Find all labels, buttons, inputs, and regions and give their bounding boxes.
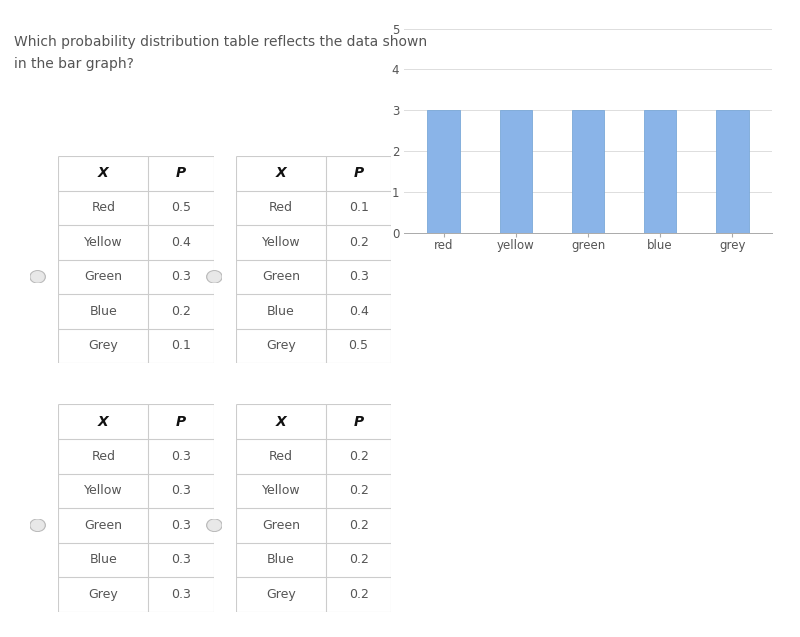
Text: 0.5: 0.5 <box>349 340 369 352</box>
Circle shape <box>30 271 46 283</box>
Text: 0.2: 0.2 <box>349 484 369 497</box>
Circle shape <box>31 520 44 531</box>
Bar <box>572 110 604 233</box>
Text: 0.3: 0.3 <box>171 519 191 532</box>
Text: Blue: Blue <box>267 305 295 318</box>
Text: Green: Green <box>85 519 122 532</box>
Circle shape <box>206 519 222 531</box>
Text: Yellow: Yellow <box>262 236 300 249</box>
Text: 0.2: 0.2 <box>349 554 369 566</box>
Text: Grey: Grey <box>266 340 296 352</box>
Text: X: X <box>98 166 109 180</box>
Text: X: X <box>276 166 286 180</box>
Text: Yellow: Yellow <box>262 484 300 497</box>
Text: Grey: Grey <box>266 588 296 601</box>
Text: Yellow: Yellow <box>84 236 122 249</box>
Text: 0.3: 0.3 <box>171 554 191 566</box>
Text: 0.3: 0.3 <box>349 270 369 283</box>
Text: Red: Red <box>269 201 293 214</box>
Text: 0.3: 0.3 <box>171 450 191 462</box>
Text: 0.4: 0.4 <box>349 305 369 318</box>
Circle shape <box>206 271 222 283</box>
Circle shape <box>208 272 221 282</box>
Circle shape <box>208 520 221 531</box>
Text: P: P <box>354 166 364 180</box>
Text: Red: Red <box>269 450 293 462</box>
Bar <box>500 110 532 233</box>
Text: 0.2: 0.2 <box>349 519 369 532</box>
Text: Green: Green <box>85 270 122 283</box>
Text: Grey: Grey <box>89 588 118 601</box>
Text: Blue: Blue <box>90 554 118 566</box>
Text: Red: Red <box>91 450 115 462</box>
Text: in the bar graph?: in the bar graph? <box>14 57 134 71</box>
Text: Which probability distribution table reflects the data shown: Which probability distribution table ref… <box>14 35 427 49</box>
Text: Yellow: Yellow <box>84 484 122 497</box>
Text: X: X <box>276 415 286 429</box>
Text: 0.3: 0.3 <box>171 270 191 283</box>
Text: 0.3: 0.3 <box>171 484 191 497</box>
Text: P: P <box>176 415 186 429</box>
Text: 0.1: 0.1 <box>349 201 369 214</box>
Text: 0.3: 0.3 <box>171 588 191 601</box>
Text: 0.2: 0.2 <box>349 236 369 249</box>
Text: 0.2: 0.2 <box>171 305 191 318</box>
Text: Green: Green <box>262 270 300 283</box>
Text: Red: Red <box>91 201 115 214</box>
Bar <box>716 110 749 233</box>
Text: 0.1: 0.1 <box>171 340 191 352</box>
Text: P: P <box>354 415 364 429</box>
Text: Green: Green <box>262 519 300 532</box>
Circle shape <box>30 519 46 531</box>
Text: Blue: Blue <box>90 305 118 318</box>
Text: X: X <box>98 415 109 429</box>
Circle shape <box>31 272 44 282</box>
Text: 0.5: 0.5 <box>171 201 191 214</box>
Text: 0.2: 0.2 <box>349 588 369 601</box>
Text: Blue: Blue <box>267 554 295 566</box>
Bar <box>427 110 460 233</box>
Text: P: P <box>176 166 186 180</box>
Bar <box>644 110 676 233</box>
Text: Grey: Grey <box>89 340 118 352</box>
Text: 0.2: 0.2 <box>349 450 369 462</box>
Text: 0.4: 0.4 <box>171 236 191 249</box>
